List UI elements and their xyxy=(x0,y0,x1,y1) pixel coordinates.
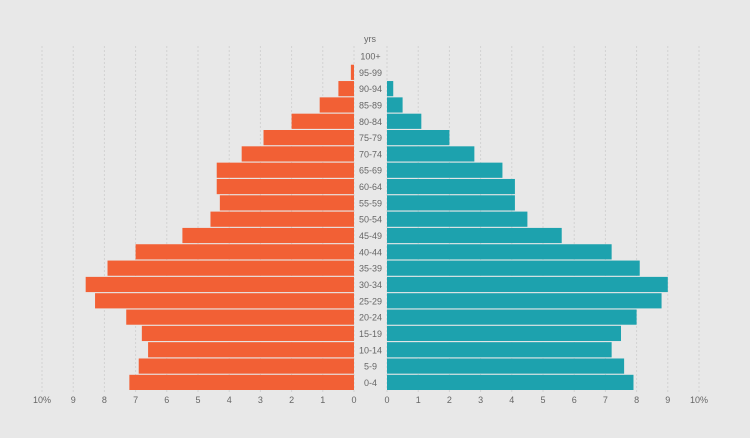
bar-left-90-94 xyxy=(338,81,354,97)
left-tick-label: 4 xyxy=(227,395,232,405)
bar-left-25-29 xyxy=(95,293,354,309)
bar-right-50-54 xyxy=(387,211,528,227)
age-label-35-39: 35-39 xyxy=(359,264,382,274)
right-tick-label: 8 xyxy=(634,395,639,405)
bar-right-70-74 xyxy=(387,146,475,162)
right-tick-label: 0 xyxy=(384,395,389,405)
bar-right-80-84 xyxy=(387,113,422,129)
age-label-60-64: 60-64 xyxy=(359,182,382,192)
age-label-95-99: 95-99 xyxy=(359,68,382,78)
age-label-65-69: 65-69 xyxy=(359,166,382,176)
left-tick-label: 6 xyxy=(164,395,169,405)
bar-left-30-34 xyxy=(85,276,355,293)
age-label-70-74: 70-74 xyxy=(359,149,382,159)
bar-left-65-69 xyxy=(216,162,354,178)
bar-right-75-79 xyxy=(387,130,450,146)
bar-left-75-79 xyxy=(263,130,354,146)
bar-left-40-44 xyxy=(135,244,354,260)
right-x-axis-ticks: 0 1 2 3 4 5 6 7 8 9 10% xyxy=(384,395,708,405)
bar-left-35-39 xyxy=(107,260,355,276)
age-label-75-79: 75-79 xyxy=(359,133,382,143)
age-label-85-89: 85-89 xyxy=(359,100,382,110)
bar-right-10-14 xyxy=(387,342,612,358)
bar-right-20-24 xyxy=(387,309,637,325)
right-bars xyxy=(387,81,668,390)
right-tick-label: 6 xyxy=(572,395,577,405)
right-tick-label: 7 xyxy=(603,395,608,405)
bar-left-85-89 xyxy=(319,97,354,113)
bar-left-60-64 xyxy=(216,178,354,195)
right-tick-label: 5 xyxy=(540,395,545,405)
bar-left-95-99 xyxy=(350,64,354,80)
age-label-15-19: 15-19 xyxy=(359,329,382,339)
bar-left-15-19 xyxy=(141,325,354,342)
bar-right-65-69 xyxy=(387,162,503,178)
bar-left-45-49 xyxy=(182,227,354,244)
bar-left-10-14 xyxy=(148,342,354,358)
right-tick-label: 10% xyxy=(690,395,708,405)
age-label-30-34: 30-34 xyxy=(359,280,382,290)
age-axis-title: yrs xyxy=(364,34,376,44)
bar-left-5-9 xyxy=(138,358,354,374)
bar-left-0-4 xyxy=(129,374,354,390)
bar-left-80-84 xyxy=(291,113,354,129)
left-tick-label: 1 xyxy=(320,395,325,405)
age-label-5-9: 5-9 xyxy=(364,362,377,372)
bar-right-5-9 xyxy=(387,358,625,374)
age-label-80-84: 80-84 xyxy=(359,117,382,127)
age-label-50-54: 50-54 xyxy=(359,215,382,225)
left-tick-label: 10% xyxy=(33,395,51,405)
bar-right-60-64 xyxy=(387,178,515,195)
bar-right-30-34 xyxy=(387,276,668,293)
left-tick-label: 2 xyxy=(289,395,294,405)
bar-left-70-74 xyxy=(241,146,354,162)
age-label-40-44: 40-44 xyxy=(359,247,382,257)
left-tick-label: 5 xyxy=(195,395,200,405)
right-tick-label: 2 xyxy=(447,395,452,405)
left-tick-label: 7 xyxy=(133,395,138,405)
left-bars xyxy=(85,64,355,390)
age-label-45-49: 45-49 xyxy=(359,231,382,241)
left-tick-label: 3 xyxy=(258,395,263,405)
bar-left-55-59 xyxy=(219,195,354,211)
right-tick-label: 1 xyxy=(416,395,421,405)
bar-right-0-4 xyxy=(387,374,634,390)
bar-left-20-24 xyxy=(126,309,355,325)
bar-right-85-89 xyxy=(387,97,403,113)
bar-right-90-94 xyxy=(387,81,394,97)
bar-right-25-29 xyxy=(387,293,662,309)
right-tick-label: 9 xyxy=(665,395,670,405)
age-label-0-4: 0-4 xyxy=(364,378,377,388)
bar-right-35-39 xyxy=(387,260,640,276)
age-label-55-59: 55-59 xyxy=(359,198,382,208)
left-x-axis-ticks: 10% 9 8 7 6 5 4 3 2 1 0 xyxy=(33,395,357,405)
age-label-90-94: 90-94 xyxy=(359,84,382,94)
right-tick-label: 3 xyxy=(478,395,483,405)
bar-left-50-54 xyxy=(210,211,354,227)
bar-right-40-44 xyxy=(387,244,612,260)
age-label-10-14: 10-14 xyxy=(359,345,382,355)
left-tick-label: 0 xyxy=(351,395,356,405)
bar-right-45-49 xyxy=(387,227,562,244)
right-tick-label: 4 xyxy=(509,395,514,405)
age-label-100+: 100+ xyxy=(360,52,380,62)
age-group-labels: 0-4 5-9 10-14 15-19 20-24 25-29 30-34 35-39 40-4… xyxy=(359,52,382,388)
age-label-25-29: 25-29 xyxy=(359,296,382,306)
left-tick-label: 9 xyxy=(71,395,76,405)
age-label-20-24: 20-24 xyxy=(359,313,382,323)
left-tick-label: 8 xyxy=(102,395,107,405)
bar-right-55-59 xyxy=(387,195,515,211)
bar-right-15-19 xyxy=(387,325,621,342)
